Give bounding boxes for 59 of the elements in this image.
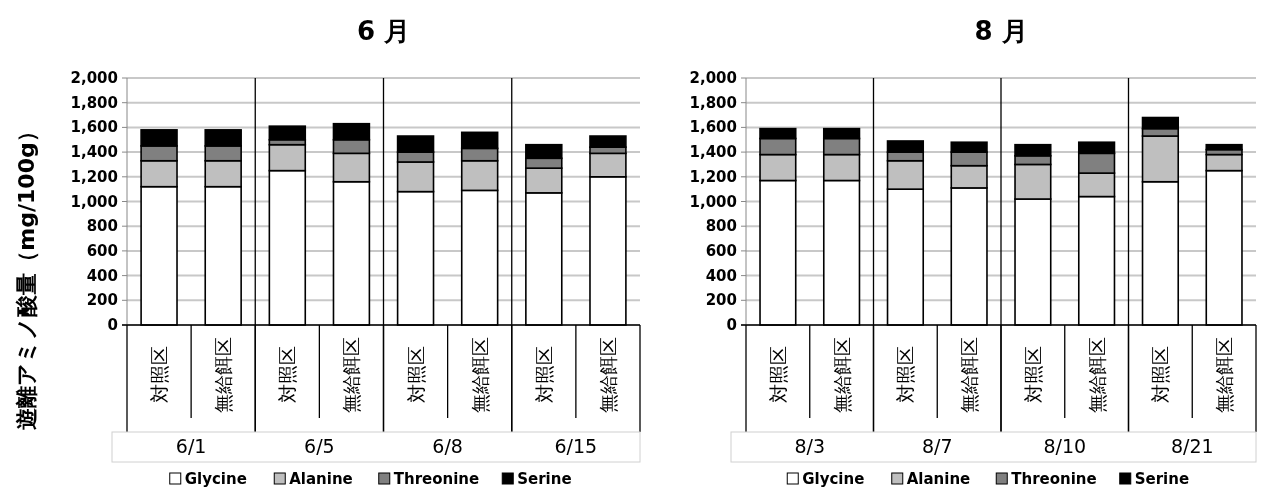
x-tick-label: 無給餌区 — [340, 336, 363, 413]
legend-label: Alanine — [289, 470, 353, 488]
chart-title: 8 月 — [974, 16, 1028, 46]
text: 8/10 — [1043, 435, 1087, 457]
y-tick-label: 1,000 — [689, 192, 737, 211]
y-tick-label: 0 — [726, 316, 737, 334]
legend-label: Threonine — [1011, 470, 1097, 488]
legend-label: Glycine — [184, 470, 247, 488]
y-tick-label: 800 — [705, 217, 737, 236]
y-tick-label: 1,800 — [70, 93, 118, 112]
y-tick-label: 600 — [705, 241, 737, 260]
x-tick-label: 無給餌区 — [468, 336, 491, 413]
text: 6/8 — [432, 435, 463, 457]
x-tick-label: 対照区 — [532, 346, 555, 403]
text: 8/21 — [1170, 435, 1214, 457]
x-tick-label: 無給餌区 — [958, 336, 981, 413]
y-tick-label: 1,800 — [689, 93, 737, 112]
x-tick-label: 対照区 — [276, 346, 299, 403]
y-axis-title: 遊離アミノ酸量（mg/100g） — [14, 120, 39, 430]
x-tick-label: 無給餌区 — [596, 336, 619, 413]
legend-label: Serine — [517, 470, 572, 488]
bar — [1205, 143, 1243, 151]
legend-label: Threonine — [393, 470, 480, 488]
y-tick-label: 1,400 — [689, 143, 737, 162]
x-tick-label: 対照区 — [1149, 346, 1172, 403]
x-tick-label: 対照区 — [404, 346, 427, 403]
y-tick-label: 400 — [705, 266, 737, 285]
y-tick-label: 2,000 — [70, 69, 118, 87]
text: 6/15 — [554, 435, 598, 457]
y-tick-label: 1,600 — [70, 118, 118, 137]
y-tick-label: 0 — [107, 316, 118, 334]
x-tick-label: 対照区 — [894, 346, 917, 403]
y-tick-label: 400 — [86, 266, 118, 285]
bar — [268, 125, 307, 141]
legend-label: Alanine — [906, 470, 971, 488]
chart-title: 6 月 — [356, 16, 411, 46]
y-tick-label: 200 — [705, 291, 737, 310]
x-tick-label: 無給餌区 — [1085, 336, 1108, 413]
y-tick-label: 200 — [86, 291, 118, 310]
y-tick-label: 1,600 — [689, 118, 737, 137]
x-tick-label: 無給餌区 — [1213, 336, 1236, 413]
x-tick-label: 対照区 — [148, 346, 171, 403]
legend-label: Serine — [1134, 470, 1190, 488]
text: 8/7 — [921, 435, 953, 457]
text: 6/1 — [175, 435, 207, 457]
x-tick-label: 対照区 — [1021, 346, 1044, 403]
y-tick-label: 1,400 — [70, 143, 118, 162]
y-tick-label: 2,000 — [689, 69, 737, 87]
legend-label: Glycine — [802, 470, 865, 488]
text: 6/5 — [304, 435, 335, 457]
x-tick-label: 無給餌区 — [830, 336, 853, 413]
y-tick-label: 1,000 — [70, 192, 118, 211]
y-tick-label: 1,200 — [70, 167, 118, 186]
y-tick-label: 1,200 — [689, 167, 737, 186]
y-tick-label: 800 — [86, 217, 118, 236]
x-tick-label: 無給餌区 — [212, 336, 235, 413]
y-tick-label: 600 — [86, 241, 118, 260]
x-tick-label: 対照区 — [766, 346, 789, 403]
text: 8/3 — [794, 435, 826, 457]
